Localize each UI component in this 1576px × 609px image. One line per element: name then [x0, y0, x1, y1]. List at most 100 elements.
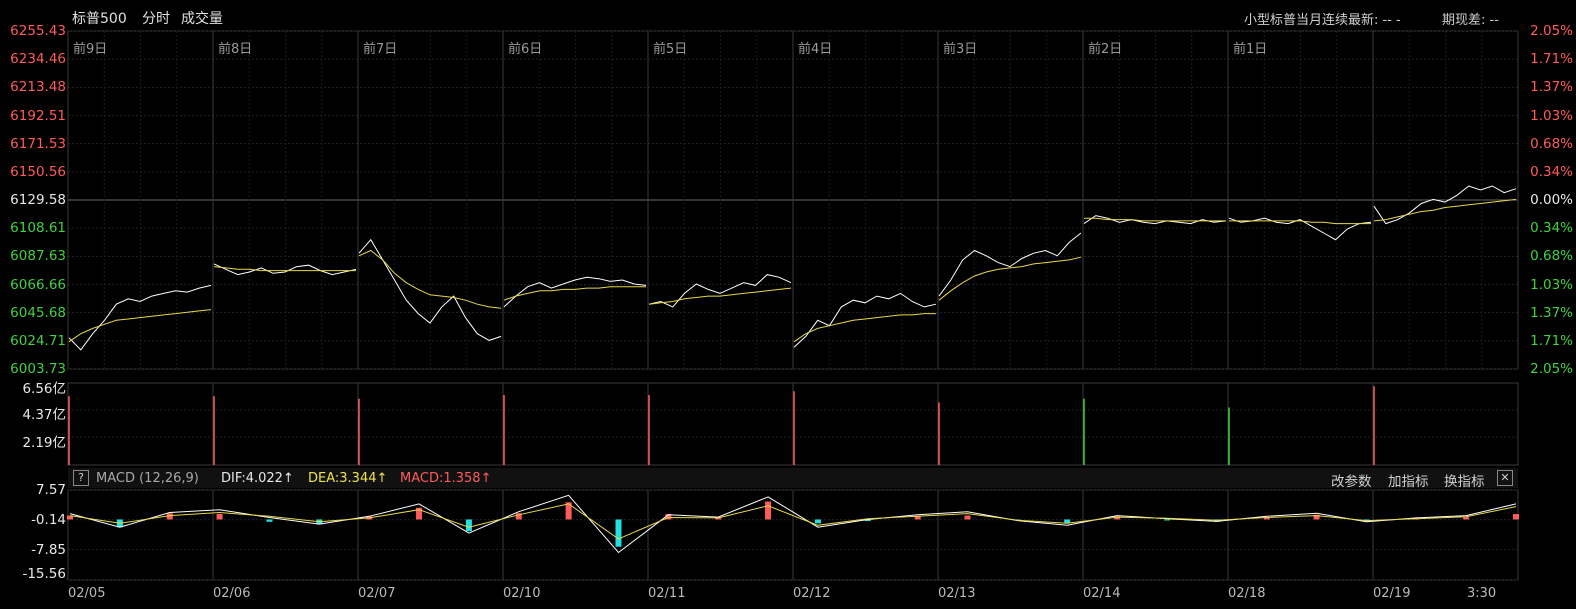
price-tick-label: 6045.68: [10, 304, 66, 321]
change-params-button[interactable]: 改参数: [1331, 474, 1372, 490]
macd-hist-value: MACD:1.358↑: [400, 471, 492, 486]
percent-tick-label: 0.68%: [1530, 135, 1573, 152]
macd-tick-label: 7.57: [35, 482, 66, 498]
price-series: [68, 185, 1517, 351]
percent-tick-label: 0.34%: [1530, 163, 1573, 180]
date-label: 02/19: [1373, 586, 1411, 601]
price-line-02/05: [68, 284, 212, 351]
date-label: 02/11: [648, 586, 686, 601]
avg-line-02/10: [503, 286, 646, 301]
tab-volume[interactable]: 成交量: [181, 11, 223, 27]
date-label: 02/10: [503, 586, 541, 601]
avg-line-02/18: [1229, 220, 1371, 225]
price-tick-label: 6213.48: [10, 79, 66, 96]
volume-tick-label: 6.56亿: [22, 381, 66, 397]
percent-tick-label: 1.37%: [1530, 304, 1573, 321]
price-tick-label: 6150.56: [10, 163, 66, 180]
price-line-02/12: [793, 292, 937, 348]
date-label: 02/13: [938, 586, 976, 601]
price-tick-label: 6192.51: [10, 107, 66, 124]
price-tick-label: 6024.71: [10, 332, 66, 349]
percent-tick-label: 1.03%: [1530, 276, 1573, 293]
help-icon[interactable]: ?: [73, 470, 89, 486]
macd-hist-bar: [565, 502, 572, 520]
macd-hist-bar: [964, 515, 971, 520]
macd-dif-value: DIF:4.022↑: [221, 471, 294, 486]
macd-hist-bar: [216, 514, 223, 520]
macd-hist-bar: [1114, 516, 1121, 520]
futures-latest-label: 小型标普当月连续最新: -- -: [1244, 13, 1401, 28]
macd-hist-bar: [67, 515, 73, 520]
price-tick-label: 6087.63: [10, 248, 66, 265]
tab-intraday[interactable]: 分时: [142, 11, 170, 27]
price-line-02/06: [213, 263, 357, 276]
switch-indicator-button[interactable]: 换指标: [1444, 474, 1485, 490]
price-tick-label: 6129.58: [10, 192, 66, 208]
avg-line-02/06: [213, 266, 356, 272]
avg-line-02/12: [793, 313, 936, 343]
price-line-02/10: [503, 276, 647, 308]
close-icon[interactable]: ✕: [1497, 470, 1513, 486]
macd-dea-line: [69, 503, 1517, 540]
date-label: 02/07: [358, 586, 396, 601]
basis-label: 期现差: --: [1442, 13, 1499, 28]
macd-hist-bar: [864, 519, 871, 522]
day-label: 前1日: [1233, 42, 1268, 57]
avg-line-02/07: [358, 249, 502, 309]
day-label: 前7日: [363, 42, 398, 57]
macd-hist-bar: [715, 517, 722, 520]
macd-tick-label: -0.14: [31, 512, 66, 528]
date-label: 02/05: [68, 586, 106, 601]
macd-hist-bar: [1163, 519, 1170, 521]
macd-hist-bar: [166, 513, 173, 520]
date-label: 02/18: [1228, 586, 1266, 601]
avg-line-02/05: [68, 309, 212, 343]
price-tick-label: 6066.66: [10, 276, 66, 293]
macd-hist-bar: [665, 514, 672, 520]
date-label: 3:30: [1467, 586, 1497, 601]
price-line-02/19: [1373, 185, 1517, 225]
macd-hist-bar: [914, 516, 921, 520]
day-label: 前6日: [508, 42, 543, 57]
price-tick-label: 6108.61: [10, 220, 66, 237]
macd-header-bar: [68, 468, 1518, 488]
macd-hist-bar: [266, 519, 273, 522]
macd-hist-bar: [1463, 517, 1470, 520]
date-label: 02/06: [213, 586, 251, 601]
price-line-02/14: [1083, 215, 1227, 225]
macd-hist-bar: [1064, 519, 1071, 524]
macd-dif-line: [69, 494, 1517, 554]
macd-series: [67, 494, 1519, 554]
add-indicator-button[interactable]: 加指标: [1388, 474, 1429, 490]
date-label: 02/12: [793, 586, 831, 601]
index-name[interactable]: 标普500: [72, 11, 127, 27]
macd-hist-bar: [1313, 514, 1320, 520]
macd-hist-bar: [416, 507, 423, 520]
day-label: 前4日: [798, 42, 833, 57]
price-tick-label: 6003.73: [10, 361, 66, 377]
macd-hist-bar: [615, 519, 622, 547]
macd-tick-label: -7.85: [31, 542, 66, 558]
macd-hist-bar: [814, 519, 821, 524]
macd-hist-bar: [465, 519, 472, 532]
price-tick-label: 6255.43: [10, 23, 66, 39]
grid-lines: [67, 30, 1519, 581]
macd-hist-bar: [515, 513, 522, 520]
day-label: 前8日: [218, 42, 253, 57]
price-tick-label: 6171.53: [10, 135, 66, 152]
macd-hist-bar: [1513, 514, 1519, 520]
volume-tick-label: 2.19亿: [22, 435, 66, 451]
price-tick-label: 6234.46: [10, 51, 66, 68]
price-line-02/13: [938, 232, 1082, 297]
date-label: 02/14: [1083, 586, 1121, 601]
percent-tick-label: 2.05%: [1530, 361, 1573, 377]
percent-tick-label: 1.71%: [1530, 332, 1573, 349]
percent-tick-label: 0.34%: [1530, 220, 1573, 237]
percent-tick-label: 1.71%: [1530, 51, 1573, 68]
macd-tick-label: -15.56: [22, 566, 66, 582]
day-label: 前5日: [653, 42, 688, 57]
macd-title: MACD (12,26,9): [96, 471, 199, 486]
avg-line-02/14: [1084, 217, 1226, 222]
avg-line-02/13: [938, 256, 1082, 301]
